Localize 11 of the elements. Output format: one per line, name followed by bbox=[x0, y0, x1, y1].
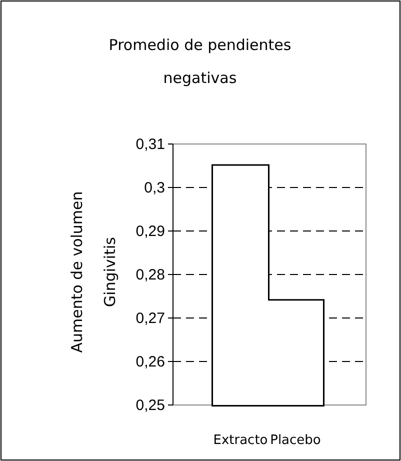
y-axis-title: Aumento de volumen Gingivitis bbox=[68, 191, 119, 353]
y-tick-label: 0,26 bbox=[136, 353, 165, 370]
y-tick-label: 0,29 bbox=[136, 222, 165, 240]
y-tick-label: 0,31 bbox=[136, 136, 165, 153]
x-tick-label: Extracto bbox=[213, 433, 268, 448]
y-tick-label: 0,25 bbox=[136, 396, 165, 414]
y-tick-label: 0,3 bbox=[144, 179, 165, 196]
y-tick-label: 0,27 bbox=[136, 310, 165, 327]
x-tick-label: Placebo bbox=[270, 433, 321, 448]
chart-title: Promedio de pendientes negativas bbox=[108, 36, 292, 87]
y-tick-label: 0,28 bbox=[136, 266, 165, 284]
